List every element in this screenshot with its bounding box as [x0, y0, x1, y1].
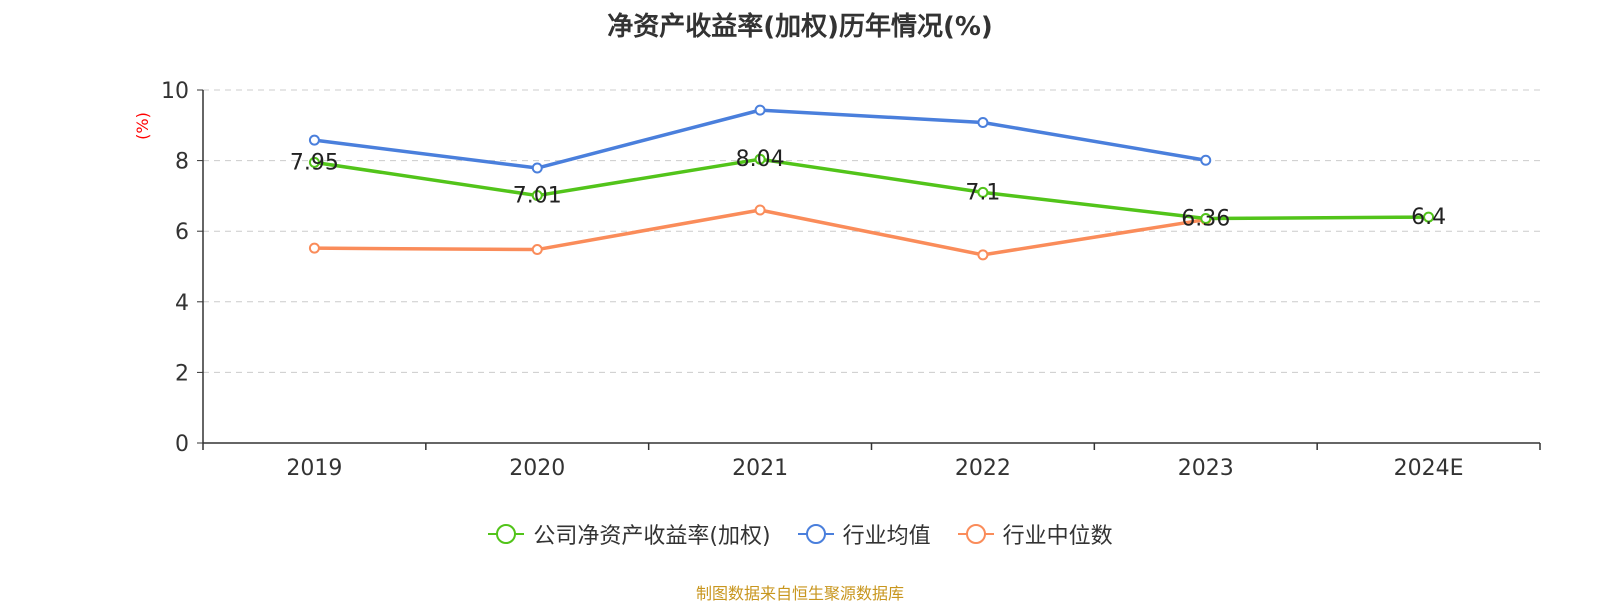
source-note: 制图数据来自恒生聚源数据库	[695, 584, 904, 603]
data-point	[1200, 154, 1212, 166]
data-point	[531, 244, 543, 256]
y-axis-label: (%)	[133, 112, 152, 140]
data-point	[977, 186, 989, 198]
data-point	[308, 134, 320, 146]
x-tick-label: 2022	[955, 456, 1011, 481]
legend-line-circle-icon	[957, 524, 994, 544]
x-tick-label: 2019	[286, 456, 342, 481]
x-tick-label: 2020	[509, 456, 565, 481]
legend: 公司净资产收益率(加权) 行业均值 行业中位数	[0, 518, 1600, 550]
x-tick-label: 2023	[1178, 456, 1234, 481]
data-point	[1423, 211, 1435, 223]
data-point	[754, 204, 766, 216]
y-tick-label: 4	[175, 291, 189, 316]
data-label: 6.4	[1411, 205, 1446, 230]
data-point	[308, 242, 320, 254]
y-tick-label: 0	[175, 432, 189, 457]
line-chart: 0 2 4 6 8 10 2019 2020 2021 2022 2023 2024E (%) 7.95…	[133, 79, 1541, 481]
legend-line-circle-icon	[797, 524, 834, 544]
grid-layer	[203, 89, 1540, 373]
legend-label: 行业均值	[842, 524, 931, 549]
data-point	[977, 116, 989, 128]
series-line	[314, 157, 1429, 221]
legend-line-circle-icon	[488, 524, 525, 544]
data-point	[977, 249, 989, 261]
axis-layer: 0 2 4 6 8 10 2019 2020 2021 2022 2023 2024E (%)	[133, 79, 1541, 481]
data-point	[754, 153, 766, 165]
y-tick-label: 10	[161, 79, 189, 104]
series-line	[314, 208, 1207, 257]
data-point	[531, 190, 543, 202]
legend-label: 行业中位数	[1002, 524, 1113, 549]
data-point	[1200, 212, 1212, 224]
data-label-layer: 7.95 7.01 8.04 7.1 6.36 6.4	[290, 147, 1446, 231]
x-tick-label: 2024E	[1394, 456, 1464, 481]
data-label: 7.1	[965, 180, 1000, 205]
data-label: 7.95	[290, 150, 339, 175]
legend-item[interactable]: 行业中位数	[957, 518, 1113, 550]
data-point	[754, 104, 766, 116]
chart-title: 净资产收益率(加权)历年情况(%)	[607, 12, 993, 42]
x-tick-label: 2021	[732, 456, 788, 481]
legend-label: 公司净资产收益率(加权)	[533, 524, 771, 549]
data-label: 6.36	[1181, 206, 1230, 231]
data-label: 7.01	[513, 184, 562, 209]
data-point	[531, 162, 543, 174]
legend-item[interactable]: 公司净资产收益率(加权)	[487, 518, 771, 550]
y-tick-label: 8	[175, 150, 189, 175]
y-tick-label: 2	[175, 361, 189, 386]
data-point	[308, 156, 320, 168]
y-tick-label: 6	[175, 220, 189, 245]
legend-item[interactable]: 行业均值	[797, 518, 931, 550]
data-label: 8.04	[736, 147, 785, 172]
series-layer	[308, 104, 1435, 261]
